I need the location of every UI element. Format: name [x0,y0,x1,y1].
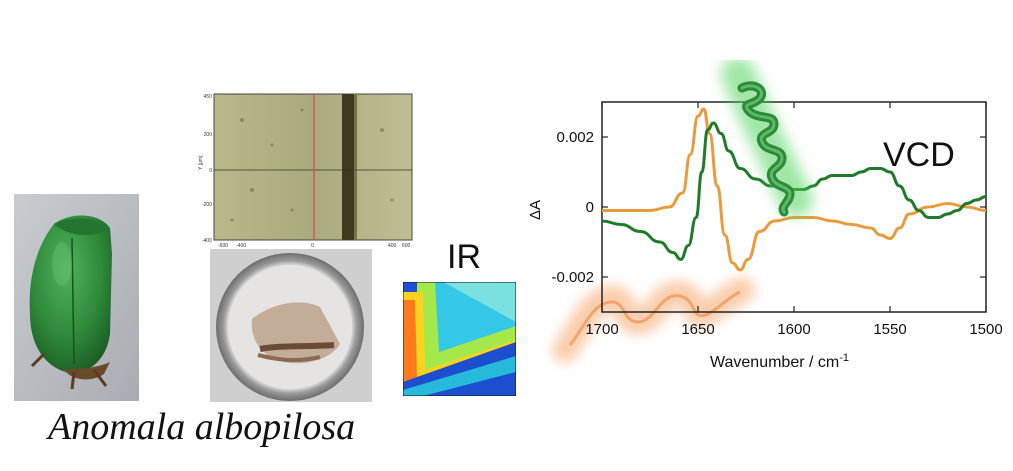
y-axis-label: ΔA [527,200,544,220]
x-tick-label: 1600 [777,321,810,338]
x-axis-label-sup: -1 [839,352,849,364]
micrograph-y-tick: 450 [204,94,213,100]
ir-label: IR [447,238,481,276]
y-tick-label: 0 [586,199,594,216]
micrograph-y-tick: 0 [209,168,212,174]
micrograph-x-tick: 600 [402,243,411,249]
beetle-photo [14,194,139,401]
x-tick-label: 1500 [969,321,1002,338]
random-coil-icon [552,277,755,363]
orange-spectrum-line [602,107,986,272]
species-caption: Anomala albopilosa [48,406,356,448]
y-tick-label: -0.002 [551,269,594,286]
x-tick-label: 1550 [873,321,906,338]
chart-title: VCD [883,136,955,174]
x-tick-label: 1700 [585,321,618,338]
micrograph-y-label: Y [μm] [198,155,204,170]
ir-map-image [402,281,517,397]
beetle-illustration [14,194,139,401]
y-tick-label: 0.002 [556,129,594,146]
x-axis-label-text: Wavenumber / cm [710,354,839,371]
sample-cell-photo [210,249,372,402]
alpha-helix-icon [721,60,813,217]
micrograph-x-tick: 400 [388,243,397,249]
micrograph-y-tick: -400 [202,238,212,244]
micrograph-x-tick: 0 [311,243,314,249]
x-tick-label: 1650 [681,321,714,338]
micrograph-image: Y [μm] 450 200 0 -200 -400 -600 -400 0 4… [192,90,420,250]
micrograph-y-tick: -200 [202,202,212,208]
micrograph-x-tick: -600 [218,243,228,249]
x-axis-label: Wavenumber / cm-1 [710,352,849,371]
micrograph-x-tick: -400 [236,243,246,249]
micrograph-y-tick: 200 [204,132,213,138]
